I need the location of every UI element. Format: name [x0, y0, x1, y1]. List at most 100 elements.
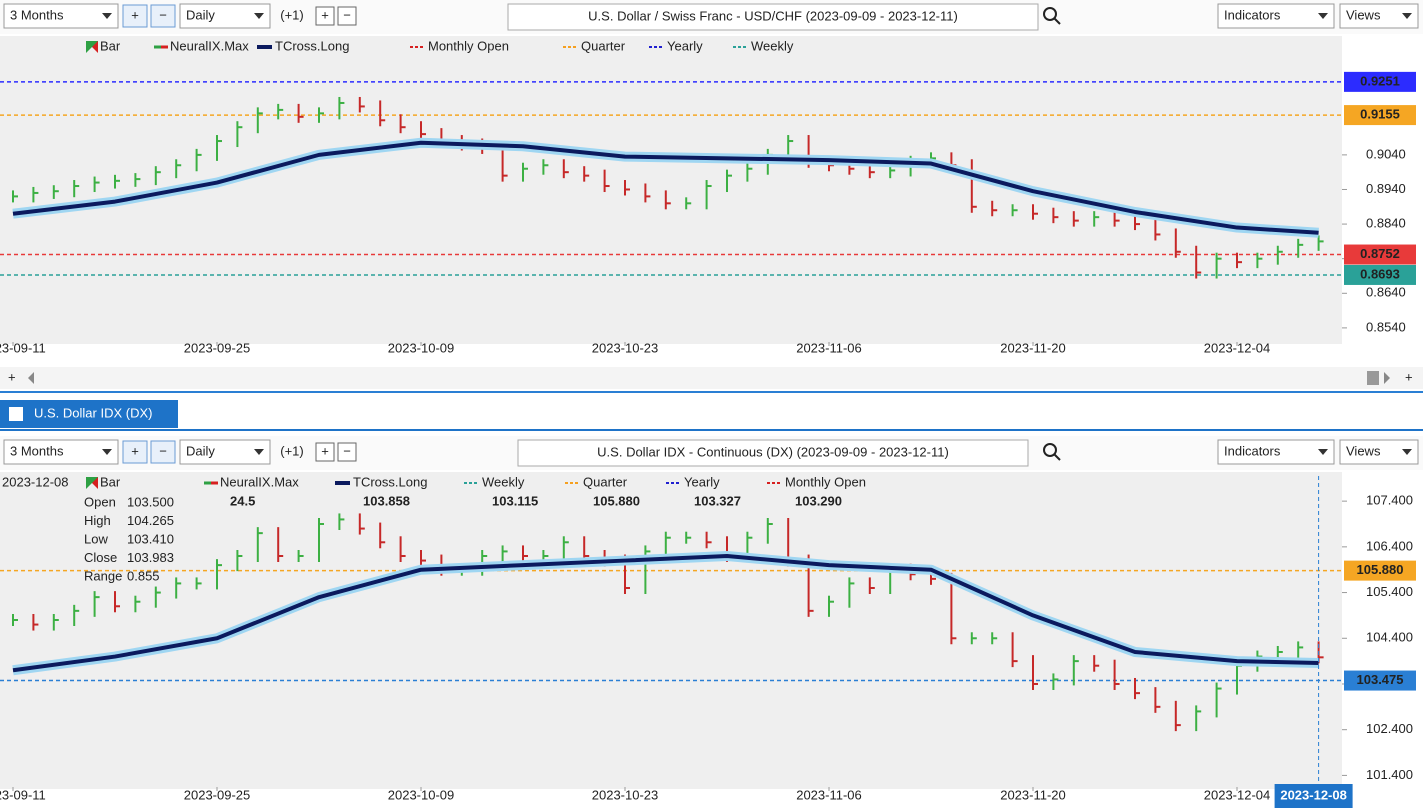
indicators-select-arrow [1318, 449, 1328, 455]
views-select-arrow [1402, 449, 1412, 455]
offset-button[interactable] [337, 442, 357, 462]
tcross-line [12, 140, 1319, 235]
offset: (+1) [280, 443, 303, 458]
x-tick-label: 2023-11-06 [796, 340, 862, 355]
interval-select[interactable] [179, 3, 271, 29]
scrollbar[interactable] [0, 367, 1423, 389]
x-tick-label: 2023-11-06 [796, 787, 862, 802]
indicators-select-label[interactable]: Indicators [1224, 443, 1281, 458]
legend-value: 103.327 [694, 493, 741, 508]
info-key: Low [84, 531, 108, 546]
scroll-right[interactable] [1384, 372, 1390, 384]
search[interactable] [1043, 443, 1057, 457]
offset: (+1) [280, 7, 303, 22]
tab[interactable] [0, 400, 178, 428]
zoom-button[interactable] [150, 440, 176, 464]
legend-name: Quarter [581, 38, 626, 53]
legend-name: NeuralIX.Max [220, 474, 299, 489]
range-select[interactable] [3, 439, 119, 465]
price-label-box [1344, 560, 1416, 581]
offset-button[interactable] [315, 6, 335, 26]
info-key: Range [84, 568, 122, 583]
legend-name: Bar [100, 38, 121, 53]
x-tick-label: 2023-09-11 [0, 787, 46, 802]
x-tick-label: 2023-09-25 [184, 340, 251, 355]
x-tick-label: 2023-10-09 [388, 787, 455, 802]
zoom-icon[interactable]: + [131, 7, 139, 22]
y-tick-label: 104.400 [1366, 630, 1413, 645]
range-select[interactable] [3, 3, 119, 29]
views-select-label[interactable]: Views [1346, 443, 1381, 458]
legend-name: TCross.Long [353, 474, 427, 489]
title-box [507, 3, 1039, 31]
x-tick-label: 2023-12-04 [1204, 787, 1271, 802]
zoom-button[interactable] [150, 4, 176, 28]
legend-value: 103.858 [363, 493, 410, 508]
zoom-button[interactable] [122, 440, 148, 464]
tab-label[interactable]: U.S. Dollar IDX (DX) [34, 405, 152, 420]
search-handle [1053, 17, 1061, 25]
y-tick-label: 106.400 [1366, 538, 1413, 553]
info-key: Open [84, 494, 116, 509]
indicators-select[interactable] [1217, 3, 1335, 29]
x-tick-label: 2023-12-04 [1204, 340, 1271, 355]
zoom-icon[interactable]: − [159, 443, 167, 458]
range-select-label[interactable]: 3 Months [10, 7, 64, 22]
legend-name: Yearly [684, 474, 720, 489]
offset-button[interactable] [337, 6, 357, 26]
interval-select-label[interactable]: Daily [186, 443, 215, 458]
zoom-icon[interactable]: − [159, 7, 167, 22]
plot-area [0, 472, 1342, 789]
legend-name: Yearly [667, 38, 703, 53]
offset-button[interactable] [315, 442, 335, 462]
offset-icon[interactable]: − [343, 7, 351, 22]
price-label: 0.9155 [1360, 107, 1400, 122]
plot-area [0, 36, 1342, 344]
info-key: Close [84, 550, 117, 565]
search[interactable] [1043, 7, 1057, 21]
offset-icon[interactable]: − [343, 443, 351, 458]
legend-value: 24.5 [230, 493, 255, 508]
offset-icon[interactable]: + [321, 7, 329, 22]
search-handle [1053, 453, 1061, 461]
tab-icon [9, 407, 23, 421]
offset-icon[interactable]: + [321, 443, 329, 458]
zoom-icon[interactable]: + [131, 443, 139, 458]
interval-select-label[interactable]: Daily [186, 7, 215, 22]
scroll-plus-right[interactable]: + [1405, 369, 1413, 384]
scroll-thumb[interactable] [1367, 371, 1379, 385]
info-value: 103.500 [127, 494, 174, 509]
x-tick-label: 2023-11-20 [1000, 340, 1066, 355]
price-label: 0.8693 [1360, 266, 1400, 281]
info-value: 103.410 [127, 531, 174, 546]
legend-icon [86, 41, 98, 53]
indicators-select[interactable] [1217, 439, 1335, 465]
legend-value: 103.290 [795, 493, 842, 508]
legend-name: Monthly Open [785, 474, 866, 489]
views-select-label[interactable]: Views [1346, 7, 1381, 22]
legend-name: NeuralIX.Max [170, 38, 249, 53]
y-tick-label: 0.8640 [1366, 285, 1406, 300]
scroll-left[interactable] [28, 372, 34, 384]
scroll-plus[interactable]: + [8, 369, 16, 384]
x-tick-label: 2023-10-23 [592, 787, 659, 802]
interval-select-arrow [254, 449, 264, 455]
crosshair-date-box [1274, 784, 1353, 808]
range-select-label[interactable]: 3 Months [10, 443, 64, 458]
chart-title: U.S. Dollar IDX - Continuous (DX) (2023-… [597, 444, 949, 459]
price-label-box [1344, 264, 1416, 285]
range-select-arrow [102, 449, 112, 455]
info-value: 104.265 [127, 513, 174, 528]
x-tick-label: 2023-09-25 [184, 787, 251, 802]
info-date: 2023-12-08 [2, 474, 69, 489]
info-key: High [84, 513, 111, 528]
views-select-arrow [1402, 13, 1412, 19]
interval-select[interactable] [179, 439, 271, 465]
indicators-select-label[interactable]: Indicators [1224, 7, 1281, 22]
y-tick-label: 107.400 [1366, 493, 1413, 508]
price-label-box [1344, 105, 1416, 126]
info-value: 0.855 [127, 568, 160, 583]
x-tick-label: 2023-10-23 [592, 340, 659, 355]
zoom-button[interactable] [122, 4, 148, 28]
